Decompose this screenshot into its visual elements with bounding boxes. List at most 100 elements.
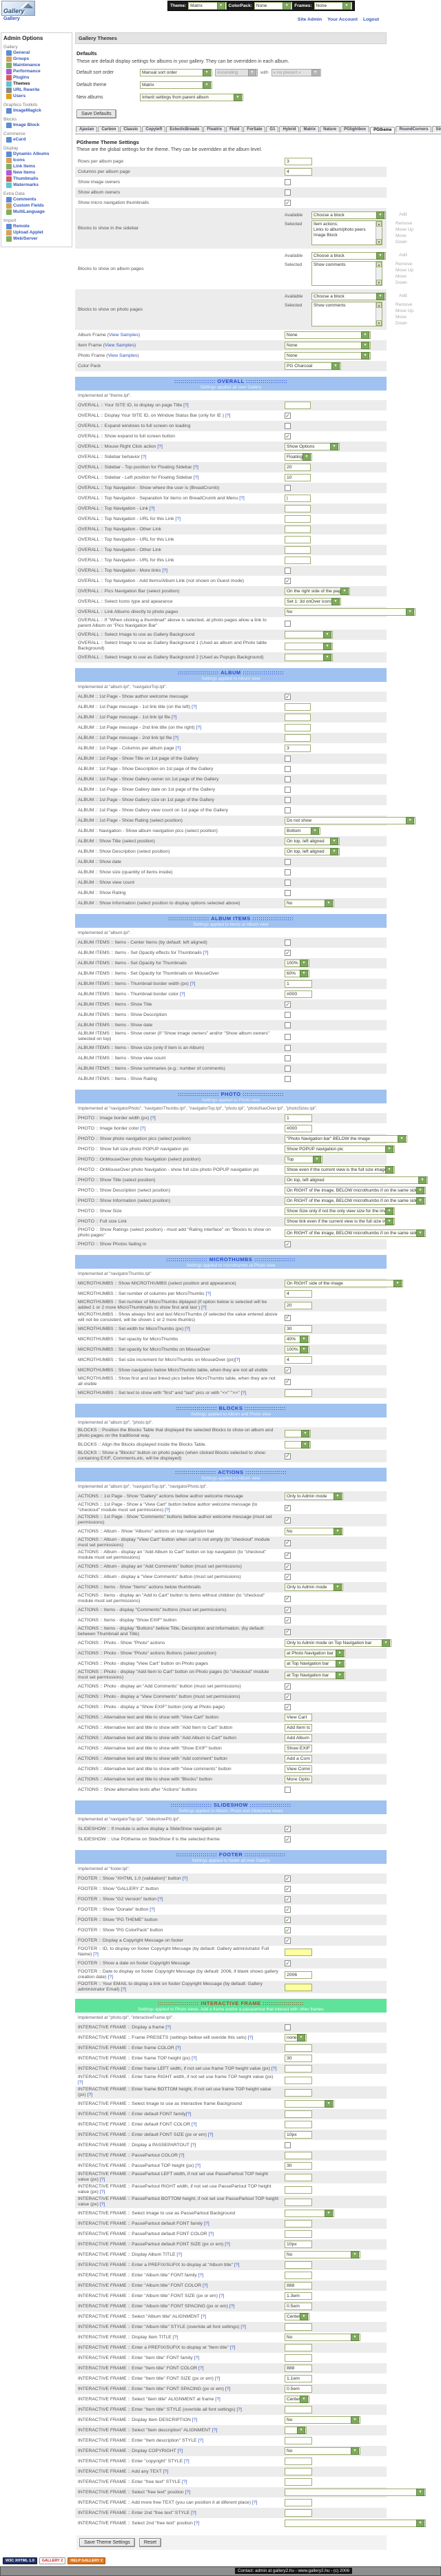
setting-checkbox[interactable]	[285, 890, 291, 896]
help-link[interactable]: [?]	[78, 2080, 83, 2085]
remove-link[interactable]: Remove	[396, 302, 413, 307]
setting-checkbox[interactable]: ✓	[285, 1617, 291, 1623]
setting-checkbox[interactable]: ✓	[285, 1703, 291, 1710]
tab-matrix[interactable]: Matrix	[300, 126, 320, 132]
help-link[interactable]: [?]	[99, 2190, 105, 2194]
setting-checkbox[interactable]: ✓	[285, 1825, 291, 1832]
help-link[interactable]: [?]	[173, 735, 178, 740]
selected-block-item[interactable]: Show comments	[314, 262, 346, 267]
help-link[interactable]: [?]	[175, 2045, 181, 2050]
help-link[interactable]: [?]	[140, 1125, 146, 1131]
setting-checkbox[interactable]: ✓	[285, 1517, 291, 1524]
view-samples-link[interactable]: View Samples	[104, 342, 134, 348]
setting-text-input[interactable]	[285, 2152, 312, 2159]
setting-text-input[interactable]	[285, 2131, 312, 2139]
sidebar-item-watermarks[interactable]: Watermarks	[6, 183, 70, 188]
sidebar-item-ecard[interactable]: eCard	[6, 137, 70, 143]
setting-select[interactable]: No ▼	[285, 2416, 360, 2424]
move-down-link[interactable]: Move Down	[396, 315, 407, 326]
setting-text-input[interactable]	[285, 2185, 312, 2194]
setting-checkbox[interactable]	[285, 1012, 291, 1018]
help-link[interactable]: [?]	[121, 1987, 126, 1992]
setting-select[interactable]: ▼	[285, 642, 333, 650]
setting-text-input[interactable]	[285, 2065, 312, 2073]
setting-select[interactable]: On top, left aligned ▼	[285, 1176, 428, 1184]
help-link[interactable]: [?]	[183, 402, 189, 408]
setting-checkbox[interactable]: ✓	[285, 1367, 291, 1373]
setting-text-input[interactable]	[285, 2323, 312, 2331]
setting-checkbox[interactable]: ✓	[285, 1628, 291, 1635]
setting-text-input[interactable]	[285, 515, 311, 523]
help-link[interactable]: [?]	[185, 2489, 191, 2495]
setting-text-input[interactable]	[285, 495, 311, 502]
help-link[interactable]: [?]	[87, 2092, 93, 2097]
setting-text-input[interactable]	[285, 2173, 312, 2181]
selected-block-item[interactable]: Show comments	[314, 303, 346, 308]
footer-badge-1[interactable]: W3C XHTML 1.0	[3, 2557, 37, 2564]
setting-select[interactable]: Floating ▼	[285, 453, 312, 461]
tab-nature[interactable]: Nature	[320, 126, 340, 132]
setting-checkbox[interactable]: ✓	[285, 1563, 291, 1570]
setting-select[interactable]: On top, left aligned ▼	[285, 848, 340, 855]
setting-checkbox[interactable]: ✓	[285, 1875, 291, 1882]
setting-checkbox[interactable]	[285, 2024, 291, 2030]
setting-text-input[interactable]	[285, 1983, 312, 1991]
selected-blocks-list[interactable]: Show comments ▲ ▼	[311, 302, 383, 326]
move-down-link[interactable]: Move Down	[396, 233, 407, 245]
setting-select[interactable]: 100% ▼	[285, 959, 309, 967]
setting-checkbox[interactable]: ✓	[285, 1504, 291, 1511]
setting-text-input[interactable]	[285, 745, 311, 752]
help-link[interactable]: [?]	[218, 2293, 225, 2298]
setting-checkbox[interactable]: ✓	[285, 1552, 291, 1559]
setting-text-input[interactable]	[285, 536, 311, 543]
sidebar-item-dynamic-albums[interactable]: Dynamic Albums	[6, 152, 70, 157]
help-link[interactable]: [?]	[189, 981, 196, 986]
move-up-link[interactable]: Move Up	[396, 227, 414, 232]
help-link[interactable]: [?]	[179, 991, 185, 997]
sidebar-item-image-block[interactable]: Image Block	[6, 123, 70, 128]
setting-text-input[interactable]	[285, 1734, 312, 1742]
sidebar-item-users[interactable]: Users	[6, 94, 70, 99]
sidebar-item-new-items[interactable]: New Items	[6, 170, 70, 176]
selected-block-item[interactable]: Item actions:	[314, 222, 338, 227]
topbar-select[interactable]: None ▼	[314, 2, 353, 10]
setting-text-input[interactable]	[285, 1724, 312, 1732]
setting-text-input[interactable]	[285, 2282, 312, 2289]
setting-text-input[interactable]	[285, 505, 311, 512]
help-link[interactable]: [?]	[240, 2324, 246, 2329]
help-link[interactable]: [?]	[149, 506, 155, 511]
setting-checkbox[interactable]	[285, 1022, 291, 1028]
help-link[interactable]: [?]	[234, 2262, 240, 2267]
move-up-link[interactable]: Move Up	[396, 268, 414, 273]
help-link[interactable]: [?]	[107, 1975, 114, 1980]
setting-text-input[interactable]	[285, 1125, 312, 1132]
help-link[interactable]: [?]	[247, 2035, 254, 2040]
setting-select[interactable]: Bottom ▼	[285, 827, 320, 835]
tab-roundcorners[interactable]: RoundCorners	[396, 126, 432, 132]
setting-checkbox[interactable]	[285, 1045, 291, 1051]
setting-text-input[interactable]	[285, 2230, 312, 2238]
setting-select[interactable]: Only to Admin mode on Top Navigation bar…	[285, 1639, 391, 1647]
setting-checkbox[interactable]	[285, 485, 291, 491]
sidebar-item-performance[interactable]: Performance	[6, 69, 70, 74]
setting-checkbox[interactable]	[285, 423, 291, 429]
setting-select[interactable]: ▼	[285, 631, 333, 638]
setting-checkbox[interactable]: ✓	[285, 1926, 291, 1933]
remove-link[interactable]: Remove	[396, 221, 413, 226]
setting-checkbox[interactable]	[285, 756, 291, 762]
setting-select[interactable]: None ▼	[285, 331, 371, 339]
setting-checkbox[interactable]	[285, 1076, 291, 1082]
available-block-select[interactable]: Choose a block ▼	[311, 293, 386, 300]
tab-carbon[interactable]: Carbon	[98, 126, 120, 132]
help-link[interactable]: [?]	[215, 2396, 220, 2402]
setting-select[interactable]: 100% ▼	[285, 1346, 309, 1353]
setting-select[interactable]: Top ▼	[285, 1156, 322, 1163]
help-link[interactable]: [?]	[193, 475, 199, 480]
setting-checkbox[interactable]: ✓	[285, 1906, 291, 1913]
account-link-logout[interactable]: Logout	[362, 17, 379, 22]
setting-select[interactable]: at Photo Navigation bar ▼	[285, 1650, 345, 1657]
setting-text-input[interactable]	[285, 526, 311, 533]
setting-select[interactable]: ▼	[285, 2520, 426, 2527]
setting-text-input[interactable]	[285, 2241, 312, 2248]
setting-select[interactable]: On RIGHT of the image, BELOW microthumbs…	[285, 1229, 426, 1237]
